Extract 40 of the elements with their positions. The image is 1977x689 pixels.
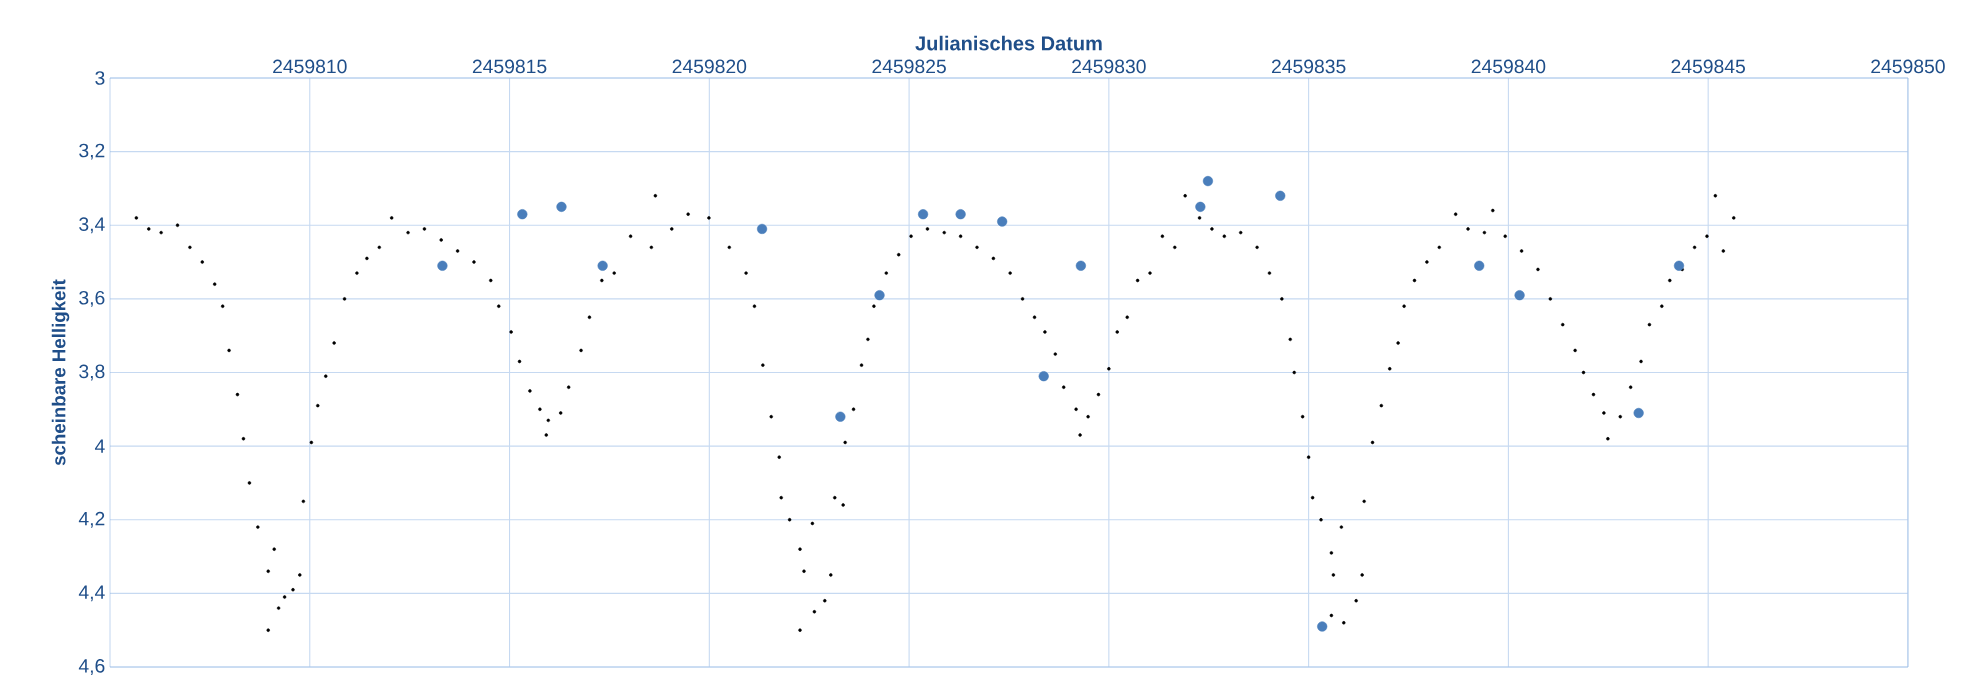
- point: [955, 209, 966, 220]
- y-tick-label: 3,2: [79, 143, 105, 160]
- y-tick-label: 4,2: [78, 511, 105, 528]
- point: [437, 260, 448, 271]
- x-tick-label: 2459810: [273, 59, 347, 74]
- point: [517, 209, 528, 220]
- point: [1514, 290, 1525, 301]
- x-tick-label: 2459840: [1471, 59, 1546, 74]
- point: [1633, 407, 1644, 419]
- point: [1195, 201, 1206, 212]
- point: [1075, 260, 1086, 271]
- x-tick-label: 2459845: [1671, 59, 1745, 74]
- point: [997, 216, 1008, 227]
- x-tick-label: 2459815: [472, 59, 547, 74]
- point: [756, 223, 768, 235]
- point: [874, 290, 885, 301]
- x-tick-label: 2459825: [872, 59, 946, 74]
- y-tick-label: 3,8: [79, 364, 105, 381]
- x-tick-label: 2459835: [1271, 59, 1346, 74]
- y-tick-label: 3: [95, 71, 105, 85]
- point: [918, 209, 929, 220]
- point: [1673, 260, 1685, 271]
- x-axis-title: Julianisches Datum: [915, 35, 1102, 51]
- x-tick-label: 2459850: [1871, 59, 1945, 74]
- point: [556, 201, 567, 212]
- y-axis-title: scheinbare Helligkeit: [51, 279, 70, 466]
- point: [597, 260, 608, 271]
- point: [1275, 190, 1286, 201]
- y-tick-label: 3,4: [79, 217, 105, 234]
- x-tick-label: 2459830: [1072, 59, 1146, 74]
- point: [1317, 621, 1328, 632]
- point: [835, 411, 846, 422]
- y-tick-label: 4: [94, 439, 105, 453]
- point: [1474, 260, 1485, 271]
- y-tick-label: 4,4: [78, 585, 105, 602]
- point: [1038, 371, 1049, 382]
- y-tick-label: 3,6: [79, 290, 105, 307]
- x-tick-label: 2459820: [672, 59, 747, 74]
- y-tick-label: 4,6: [78, 659, 105, 675]
- point: [1202, 176, 1214, 187]
